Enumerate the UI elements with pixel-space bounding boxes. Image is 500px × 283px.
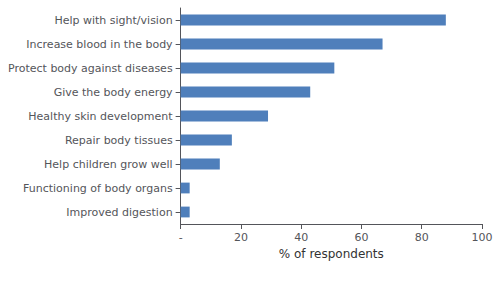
svg-text:Repair body tissues: Repair body tissues — [65, 134, 173, 147]
svg-text:-: - — [179, 231, 183, 244]
svg-text:60: 60 — [354, 231, 368, 244]
svg-text:Functioning of body organs: Functioning of body organs — [23, 182, 173, 195]
svg-text:Help with sight/vision: Help with sight/vision — [54, 14, 172, 27]
svg-text:Give the body energy: Give the body energy — [54, 86, 173, 99]
svg-text:Help children grow well: Help children grow well — [44, 158, 173, 171]
svg-text:Healthy skin development: Healthy skin development — [28, 110, 173, 123]
svg-text:Increase blood in the body: Increase blood in the body — [26, 38, 173, 51]
svg-text:% of respondents: % of respondents — [279, 247, 384, 261]
svg-text:Protect body against diseases: Protect body against diseases — [8, 62, 173, 75]
svg-text:20: 20 — [234, 231, 248, 244]
svg-text:80: 80 — [415, 231, 429, 244]
svg-text:Improved digestion: Improved digestion — [66, 206, 172, 219]
svg-text:40: 40 — [294, 231, 308, 244]
svg-text:100: 100 — [472, 231, 493, 244]
